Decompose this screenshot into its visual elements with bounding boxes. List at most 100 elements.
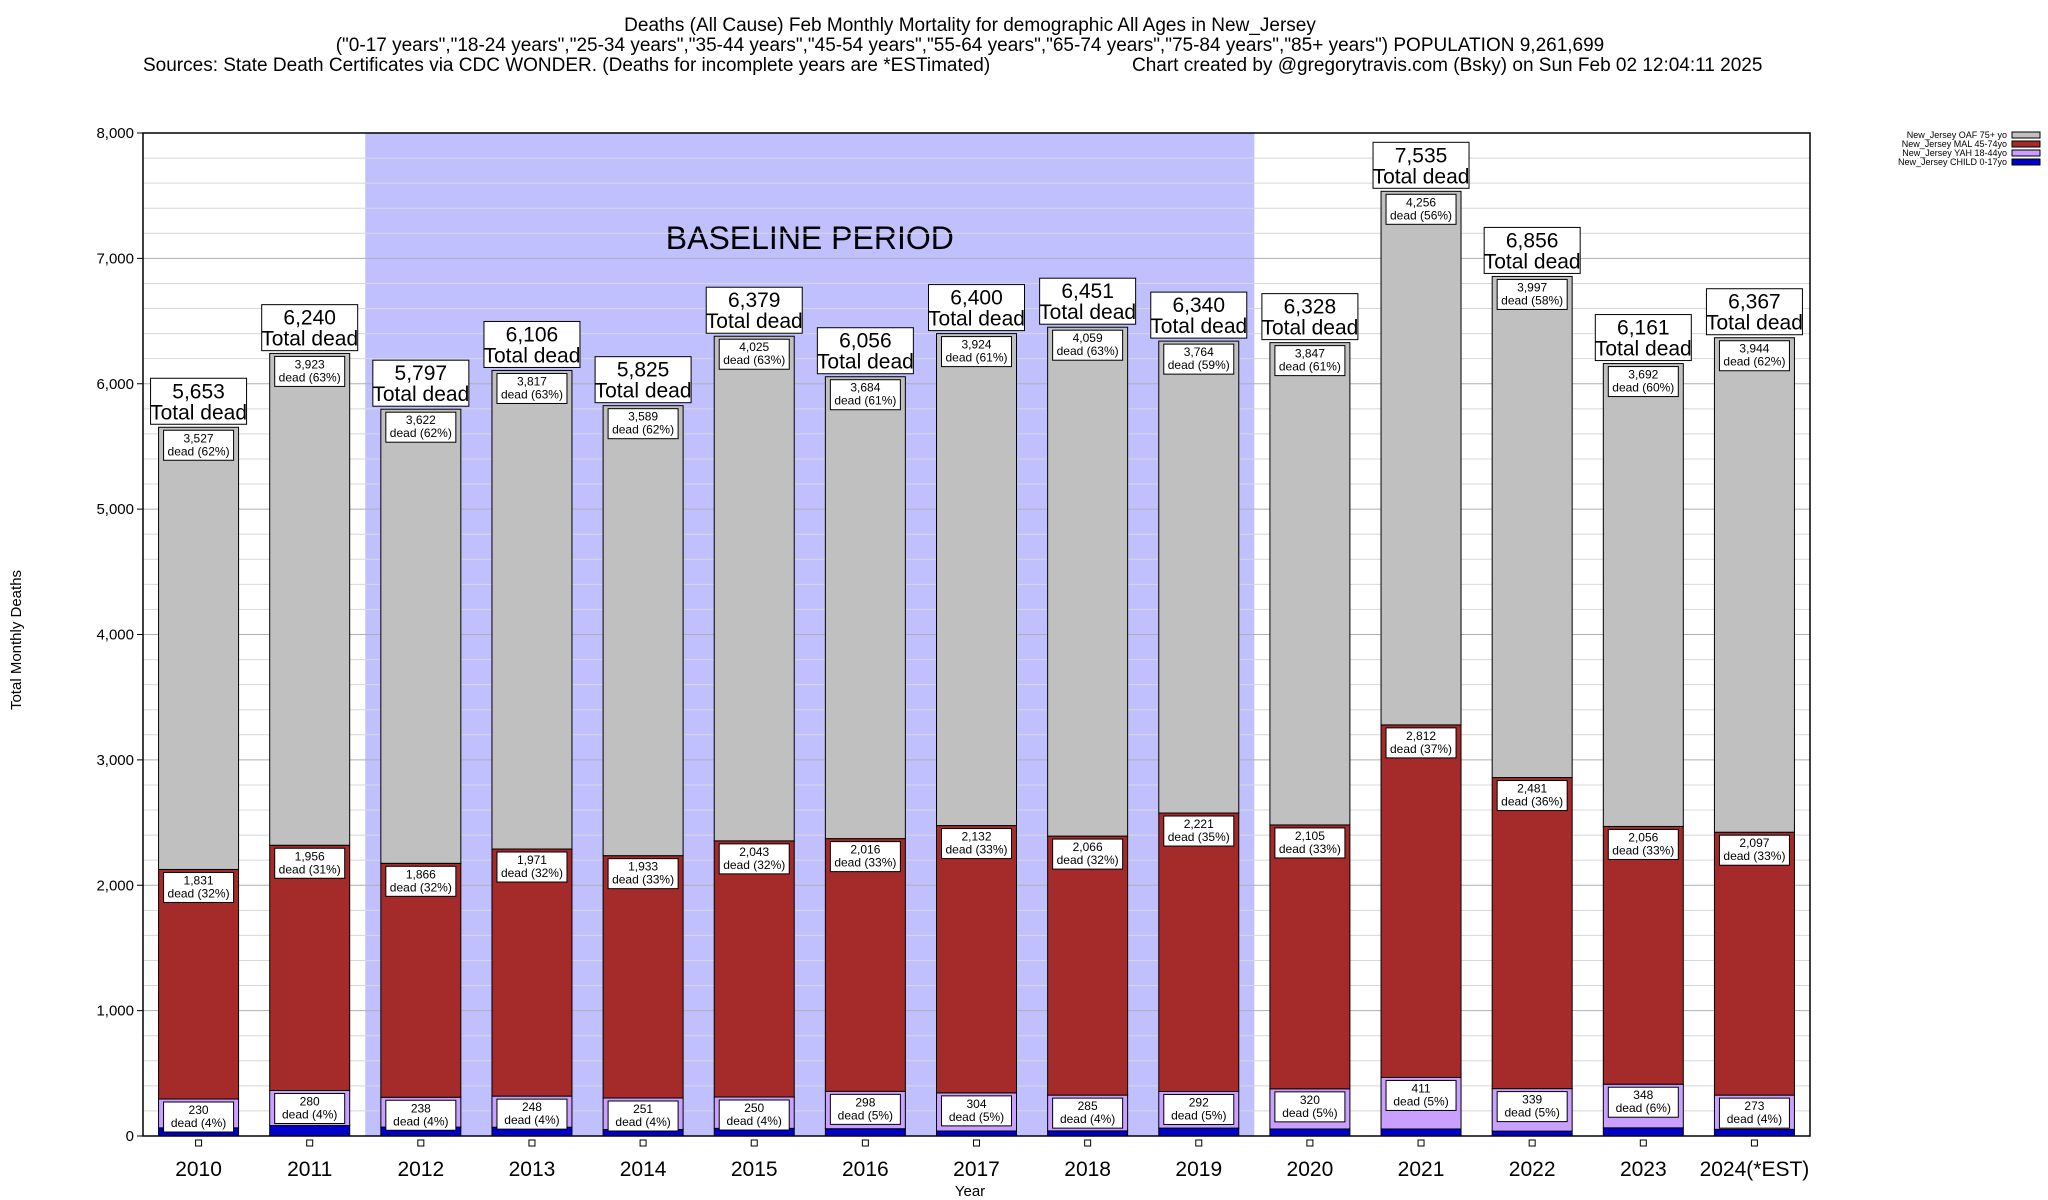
segment-percent-label: dead (35%) [1168,830,1230,844]
segment-value-label: 292 [1189,1095,1209,1109]
segment-percent-label: dead (4%) [393,1114,448,1128]
segment-label-box [496,1098,568,1130]
segment-percent-label: dead (4%) [1060,1112,1115,1126]
total-label-box [1483,226,1581,274]
segment-label-box [1607,1086,1679,1118]
total-label-box [1705,288,1803,336]
total-label-box [594,356,692,404]
bar-segment-new-jersey-child-0-17yo [1158,1127,1240,1137]
y-tick-label: 4,000 [96,627,134,644]
segment-value-label: 2,043 [739,845,769,859]
bar-segment-new-jersey-mal-45-74yo [1158,812,1240,1092]
bar-segment-new-jersey-oaf-75-yo [713,335,795,842]
segment-percent-label: dead (4%) [504,1113,559,1127]
segment-label-box [1718,340,1790,372]
segment-value-label: 3,622 [406,413,436,427]
bar-segment-new-jersey-mal-45-74yo [824,838,906,1092]
legend-swatch [2011,131,2041,139]
segment-percent-label: dead (60%) [1612,381,1674,395]
segment-percent-label: dead (62%) [612,423,674,437]
segment-percent-label: dead (32%) [168,886,230,900]
segment-percent-label: dead (5%) [1282,1106,1337,1120]
x-tick-label: 2022 [1509,1158,1556,1181]
segment-label-box [941,828,1012,860]
total-value-label: 6,400 [950,287,1003,310]
segment-percent-label: dead (62%) [390,426,452,440]
segment-value-label: 4,059 [1073,331,1103,345]
segment-value-label: 250 [744,1101,764,1115]
x-tick-label: 2017 [953,1158,1000,1181]
bar-segment-new-jersey-oaf-75-yo [491,369,573,850]
segment-percent-label: dead (4%) [282,1107,337,1121]
bar-segment-new-jersey-oaf-75-yo [1380,190,1462,726]
bar-segment-new-jersey-child-0-17yo [1269,1128,1351,1137]
segment-value-label: 3,764 [1184,345,1214,359]
total-value-label: 6,328 [1284,296,1337,319]
bar-segment-new-jersey-mal-45-74yo [491,848,573,1097]
y-tick-label: 0 [126,1128,134,1145]
segment-percent-label: dead (5%) [1393,1094,1448,1108]
segment-label-box [1607,366,1679,398]
segment-value-label: 3,589 [628,410,658,424]
segment-percent-label: dead (4%) [615,1115,670,1129]
segment-value-label: 3,817 [517,374,547,388]
segment-label-box [1163,1093,1235,1125]
total-value-label: 6,379 [728,289,781,312]
legend-swatch [2011,149,2041,157]
total-suffix-label: Total dead [928,308,1025,331]
bar-segment-new-jersey-oaf-75-yo [1491,275,1573,779]
total-label-box [261,304,359,352]
child-series-marker [1195,1139,1203,1147]
y-tick-label: 3,000 [96,752,134,769]
total-value-label: 6,856 [1506,229,1559,252]
segment-value-label: 2,221 [1184,817,1214,831]
bar-segment-new-jersey-mal-45-74yo [1380,724,1462,1078]
segment-value-label: 4,025 [739,340,769,354]
child-series-marker [417,1139,425,1147]
segment-percent-label: dead (5%) [838,1108,893,1122]
legend-swatch [2011,140,2041,148]
x-tick-label: 2013 [509,1158,556,1181]
total-label-box [1150,291,1248,339]
segment-value-label: 1,831 [184,873,214,887]
segment-value-label: 3,997 [1517,280,1547,294]
segment-value-label: 1,933 [628,860,658,874]
child-series-marker [1084,1139,1092,1147]
segment-label-box [1274,1091,1346,1123]
segment-label-box [829,841,901,873]
child-series-marker [1417,1139,1425,1147]
segment-percent-label: dead (33%) [1612,843,1674,857]
total-suffix-label: Total dead [261,328,358,351]
segment-percent-label: dead (33%) [945,843,1007,857]
total-label-box [705,286,803,334]
total-suffix-label: Total dead [706,310,803,333]
x-tick-label: 2021 [1398,1158,1445,1181]
bar-segment-new-jersey-oaf-75-yo [936,333,1017,827]
bar-segment-new-jersey-mal-45-74yo [1713,831,1795,1096]
segment-label-box [163,429,235,461]
segment-label-box [274,847,346,879]
bar-segment-new-jersey-mal-45-74yo [936,825,1017,1094]
segment-percent-label: dead (4%) [1727,1112,1782,1126]
bar-segment-new-jersey-oaf-75-yo [1713,337,1795,833]
segment-percent-label: dead (61%) [945,351,1007,365]
bar-segment-new-jersey-oaf-75-yo [824,376,906,840]
x-tick-label: 2023 [1620,1158,1667,1181]
x-tick-label: 2024(*EST) [1700,1158,1810,1181]
segment-percent-label: dead (33%) [1723,849,1785,863]
segment-percent-label: dead (56%) [1390,208,1452,222]
segment-value-label: 273 [1744,1099,1764,1113]
y-tick-label: 5,000 [96,501,134,518]
bar-segment-new-jersey-child-0-17yo [1713,1128,1795,1137]
segment-value-label: 2,056 [1628,830,1658,844]
segment-label-box [607,858,679,890]
segment-percent-label: dead (33%) [612,873,674,887]
total-label-box [1261,293,1359,341]
bar-segment-new-jersey-oaf-75-yo [602,405,684,857]
bar-segment-new-jersey-mal-45-74yo [1602,825,1684,1085]
total-value-label: 7,535 [1395,144,1448,167]
child-series-marker [861,1139,869,1147]
legend-swatch [2011,158,2041,166]
chart-title: Deaths (All Cause) Feb Monthly Mortality… [624,15,1316,36]
plot-area: BASELINE PERIOD 0 1,000 2,000 3,000 4,000 5,00… [96,125,2041,1181]
